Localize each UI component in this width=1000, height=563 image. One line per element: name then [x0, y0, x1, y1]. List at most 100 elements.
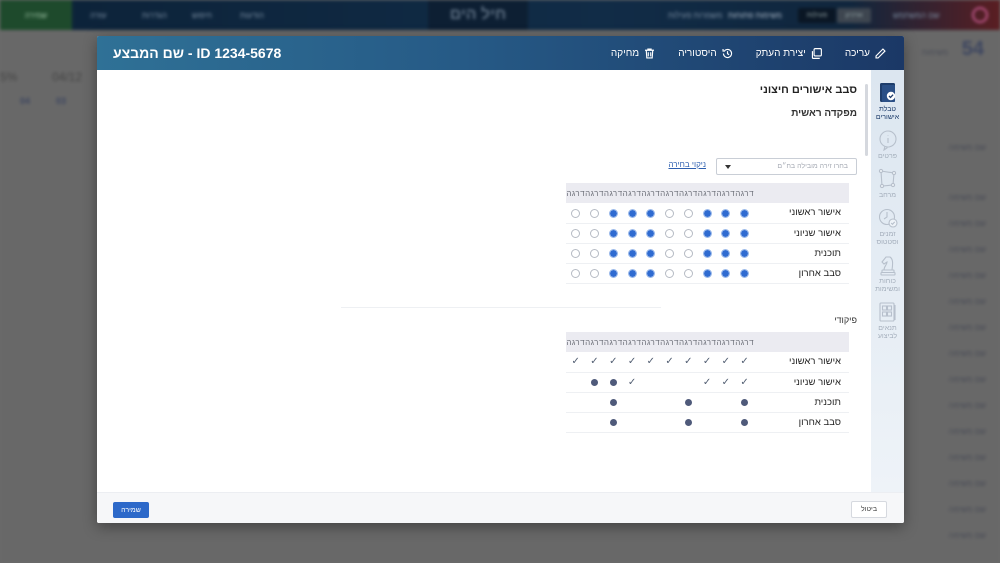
- matrix-cell[interactable]: [603, 263, 623, 284]
- radio-selected[interactable]: [646, 229, 656, 239]
- matrix-cell[interactable]: [641, 263, 661, 284]
- radio-selected[interactable]: [646, 249, 656, 259]
- radio-selected[interactable]: [721, 229, 731, 239]
- radio-unselected[interactable]: [683, 208, 693, 218]
- matrix-cell[interactable]: [585, 263, 604, 284]
- cancel-button[interactable]: ביטול: [851, 501, 887, 518]
- bg-nav-item: הודעות: [240, 11, 264, 20]
- radio-selected[interactable]: [646, 269, 656, 279]
- matrix-cell[interactable]: [585, 203, 604, 224]
- modal-title: ID 1234-5678 - שם המבצע: [113, 45, 282, 61]
- radio-unselected[interactable]: [665, 249, 675, 259]
- matrix-cell[interactable]: [603, 203, 623, 224]
- lead-arena-select[interactable]: בחרו זירה מובילה בח״ם: [716, 158, 857, 175]
- radio-unselected[interactable]: [589, 269, 599, 279]
- radio-unselected[interactable]: [571, 249, 581, 259]
- delete-button[interactable]: מחיקה: [611, 47, 656, 60]
- rail-item-approvals-table[interactable]: טבלת אישורים: [871, 82, 904, 122]
- radio-selected[interactable]: [627, 208, 637, 218]
- radio-selected[interactable]: [608, 229, 618, 239]
- radio-selected[interactable]: [627, 249, 637, 259]
- radio-selected[interactable]: [702, 229, 712, 239]
- matrix-cell[interactable]: [735, 243, 754, 264]
- radio-selected[interactable]: [740, 229, 750, 239]
- radio-selected[interactable]: [740, 269, 750, 279]
- radio-selected[interactable]: [721, 208, 731, 218]
- matrix-cell[interactable]: [678, 263, 698, 284]
- caret-down-icon: [725, 164, 731, 169]
- matrix-cell: [566, 412, 586, 433]
- radio-selected[interactable]: [702, 249, 712, 259]
- radio-selected[interactable]: [702, 208, 712, 218]
- matrix-cell[interactable]: [641, 223, 661, 244]
- radio-selected[interactable]: [740, 208, 750, 218]
- matrix-cell[interactable]: [660, 243, 679, 264]
- matrix-cell[interactable]: [697, 203, 717, 224]
- matrix-cell[interactable]: [716, 223, 736, 244]
- radio-selected[interactable]: [721, 249, 731, 259]
- radio-unselected[interactable]: [571, 229, 581, 239]
- matrix-cell[interactable]: [566, 243, 586, 264]
- rail-item-times-status[interactable]: זמנים וסטטוס: [871, 207, 904, 247]
- matrix-cell[interactable]: [735, 223, 754, 244]
- matrix-cell[interactable]: [678, 203, 698, 224]
- radio-selected[interactable]: [608, 208, 618, 218]
- content-scrollbar[interactable]: [865, 84, 868, 156]
- matrix-cell[interactable]: [566, 263, 586, 284]
- radio-unselected[interactable]: [683, 269, 693, 279]
- save-button[interactable]: שמירה: [113, 502, 149, 518]
- matrix-cell[interactable]: [622, 243, 642, 264]
- radio-selected[interactable]: [702, 269, 712, 279]
- rail-item-details[interactable]: פרטים: [871, 129, 904, 161]
- radio-unselected[interactable]: [665, 229, 675, 239]
- matrix-cell[interactable]: [678, 243, 698, 264]
- radio-selected[interactable]: [740, 249, 750, 259]
- matrix-cell[interactable]: [716, 203, 736, 224]
- matrix-cell[interactable]: [697, 243, 717, 264]
- matrix-cell[interactable]: [660, 223, 679, 244]
- matrix-cell[interactable]: [603, 243, 623, 264]
- rail-item-area[interactable]: מרחב: [871, 168, 904, 200]
- radio-unselected[interactable]: [665, 269, 675, 279]
- matrix-cell[interactable]: [622, 203, 642, 224]
- radio-selected[interactable]: [608, 249, 618, 259]
- matrix-cell[interactable]: [566, 223, 586, 244]
- edit-button[interactable]: עריכה: [845, 47, 887, 60]
- radio-unselected[interactable]: [683, 229, 693, 239]
- radio-selected[interactable]: [627, 269, 637, 279]
- radio-selected[interactable]: [721, 269, 731, 279]
- radio-unselected[interactable]: [683, 249, 693, 259]
- matrix-cell[interactable]: [660, 203, 679, 224]
- matrix-cell[interactable]: [716, 263, 736, 284]
- radio-unselected[interactable]: [589, 249, 599, 259]
- rail-item-conditions[interactable]: תנאים לביצוע: [871, 301, 904, 341]
- matrix-cell[interactable]: [641, 243, 661, 264]
- radio-unselected[interactable]: [571, 208, 581, 218]
- radio-selected[interactable]: [646, 208, 656, 218]
- matrix-cell[interactable]: [585, 223, 604, 244]
- matrix-cell[interactable]: [716, 243, 736, 264]
- radio-unselected[interactable]: [589, 229, 599, 239]
- matrix-cell[interactable]: [735, 203, 754, 224]
- duplicate-button[interactable]: יצירת העתק: [756, 47, 823, 60]
- history-button[interactable]: היסטוריה: [678, 47, 734, 60]
- clear-selection-link[interactable]: ניקוי בחירה: [668, 160, 706, 169]
- radio-unselected[interactable]: [665, 208, 675, 218]
- matrix-cell[interactable]: [585, 243, 604, 264]
- row-label: סבב אחרון: [754, 263, 849, 284]
- matrix-cell[interactable]: [622, 263, 642, 284]
- matrix-cell[interactable]: [622, 223, 642, 244]
- matrix-cell[interactable]: [603, 223, 623, 244]
- matrix-cell[interactable]: [566, 203, 586, 224]
- radio-selected[interactable]: [627, 229, 637, 239]
- radio-selected[interactable]: [608, 269, 618, 279]
- matrix-cell[interactable]: [697, 263, 717, 284]
- matrix-cell[interactable]: [678, 223, 698, 244]
- matrix-cell[interactable]: [641, 203, 661, 224]
- matrix-cell[interactable]: [660, 263, 679, 284]
- rail-item-forces-missions[interactable]: כוחות ומשימות: [871, 254, 904, 294]
- matrix-cell[interactable]: [697, 223, 717, 244]
- radio-unselected[interactable]: [589, 208, 599, 218]
- radio-unselected[interactable]: [571, 269, 581, 279]
- matrix-cell[interactable]: [735, 263, 754, 284]
